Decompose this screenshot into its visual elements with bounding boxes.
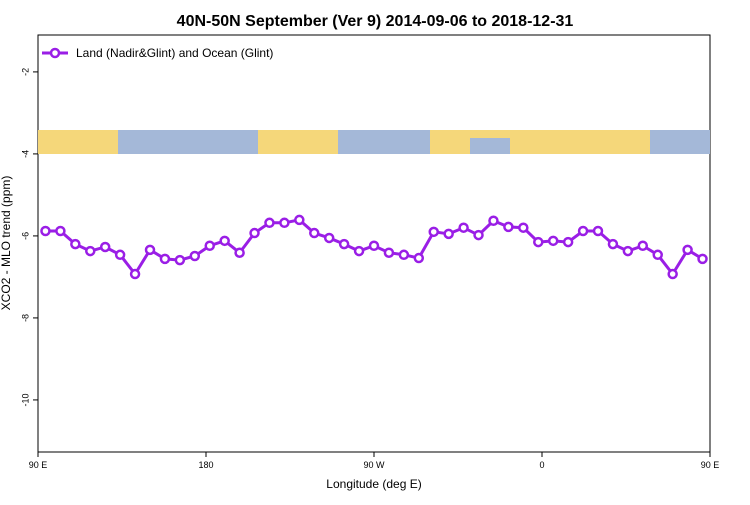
- legend-label: Land (Nadir&Glint) and Ocean (Glint): [76, 46, 273, 60]
- y-tick-label: -8: [20, 314, 30, 322]
- data-point: [249, 227, 260, 239]
- data-point: [577, 225, 589, 237]
- map-sea: [470, 138, 510, 154]
- data-point: [338, 238, 350, 250]
- data-point: [368, 240, 380, 252]
- data-point: [353, 245, 365, 257]
- data-point: [204, 240, 215, 252]
- data-point: [547, 235, 559, 247]
- data-point: [114, 249, 126, 261]
- x-tick-label: 90 W: [363, 460, 385, 470]
- y-tick-label: -2: [20, 68, 30, 76]
- map-land: [258, 130, 338, 154]
- data-point: [562, 236, 574, 248]
- y-axis-label: XCO2 - MLO trend (ppm): [0, 176, 13, 311]
- chart-title: 40N-50N September (Ver 9) 2014-09-06 to …: [177, 13, 574, 30]
- data-point: [682, 244, 693, 256]
- data-point: [309, 227, 320, 239]
- y-tick-label: -10: [20, 393, 30, 406]
- y-tick-label: -4: [20, 150, 30, 158]
- data-point: [85, 245, 96, 257]
- data-point: [443, 228, 454, 240]
- data-point: [652, 249, 663, 261]
- x-tick-label: 90 E: [701, 460, 720, 470]
- data-point: [323, 232, 335, 244]
- data-point: [70, 238, 81, 250]
- map-land: [430, 130, 650, 154]
- data-point: [533, 236, 544, 248]
- data-point: [294, 214, 305, 226]
- data-point: [99, 241, 111, 253]
- data-point: [264, 217, 275, 229]
- data-point: [129, 268, 141, 280]
- x-tick-label: 180: [198, 460, 213, 470]
- data-point: [279, 217, 290, 229]
- data-point: [234, 247, 245, 258]
- map-land: [38, 130, 118, 154]
- data-point: [189, 250, 201, 262]
- data-point: [174, 254, 186, 266]
- y-tick-label: -6: [20, 232, 30, 240]
- data-point: [697, 253, 708, 265]
- data-point: [518, 222, 529, 233]
- data-point: [55, 225, 66, 237]
- data-point: [428, 226, 439, 238]
- data-point: [398, 249, 410, 261]
- data-point: [592, 225, 604, 237]
- data-point: [488, 215, 499, 226]
- data-point: [383, 247, 395, 258]
- data-point: [473, 229, 484, 241]
- world-map-band: [38, 130, 710, 154]
- data-point: [622, 245, 634, 257]
- data-point: [503, 221, 514, 233]
- x-axis-label: Longitude (deg E): [326, 477, 421, 491]
- data-point: [607, 238, 619, 250]
- data-point: [144, 244, 156, 256]
- legend-marker: [49, 47, 61, 59]
- x-tick-label: 0: [539, 460, 544, 470]
- x-tick-label: 90 E: [29, 460, 48, 470]
- data-point: [667, 268, 678, 280]
- data-point: [219, 235, 230, 247]
- data-point: [413, 252, 425, 264]
- data-point: [40, 225, 51, 237]
- data-point: [159, 253, 171, 265]
- data-point: [458, 222, 469, 233]
- data-point: [637, 240, 649, 252]
